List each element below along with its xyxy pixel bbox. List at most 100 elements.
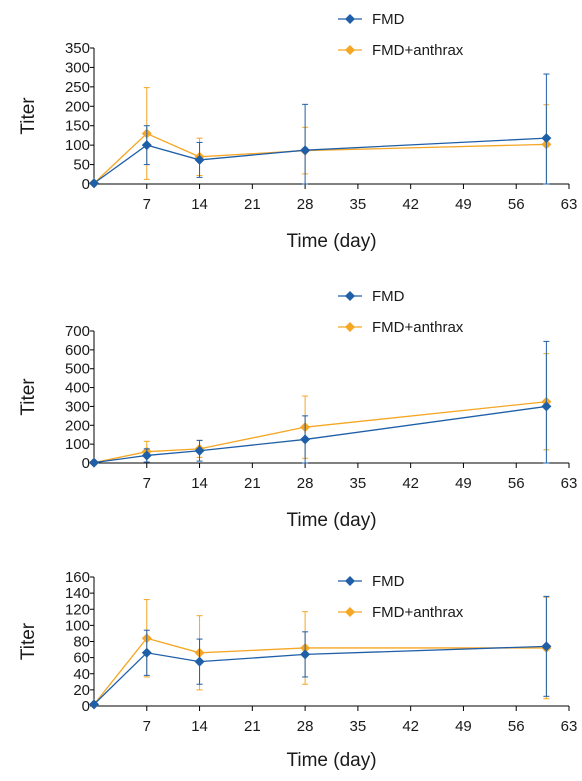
x-axis-title: Time (day) — [286, 231, 376, 252]
x-tick-label: 7 — [143, 196, 151, 213]
y-axis-title: Titer — [18, 97, 39, 135]
legend-item-fmd: FMD — [338, 573, 405, 590]
legend-item-fmd: FMD — [338, 288, 405, 305]
series-line — [93, 645, 547, 705]
legend-label: FMD+anthrax — [372, 604, 464, 621]
data-point — [89, 699, 99, 710]
y-tick-label: 0 — [82, 455, 90, 472]
y-tick-label: 100 — [65, 617, 90, 634]
x-tick-label: 21 — [244, 475, 261, 492]
legend-label: FMD — [372, 573, 405, 590]
y-axis-title: Titer — [18, 622, 39, 660]
x-axis-title: Time (day) — [286, 750, 376, 771]
legend-label: FMD+anthrax — [372, 319, 464, 336]
x-tick-label: 56 — [508, 475, 525, 492]
data-point — [300, 434, 311, 445]
y-tick-label: 150 — [65, 118, 90, 135]
y-tick-label: 80 — [73, 634, 90, 651]
y-tick-label: 700 — [65, 323, 90, 340]
x-tick-label: 28 — [297, 475, 314, 492]
y-tick-label: 200 — [65, 98, 90, 115]
x-tick-label: 21 — [244, 718, 261, 735]
x-tick-label: 42 — [402, 196, 419, 213]
y-tick-label: 300 — [65, 59, 90, 76]
legend-label: FMD — [372, 11, 405, 28]
x-axis-title: Time (day) — [286, 510, 376, 531]
x-tick-label: 49 — [455, 475, 472, 492]
data-point — [541, 641, 552, 652]
legend-marker — [345, 45, 355, 55]
data-point — [541, 401, 552, 412]
x-tick-label: 49 — [455, 196, 472, 213]
x-tick-label: 21 — [244, 196, 261, 213]
y-tick-label: 20 — [73, 682, 90, 699]
legend-item-fmd: FMD — [338, 11, 405, 28]
x-tick-label: 28 — [297, 196, 314, 213]
legend-label: FMD+anthrax — [372, 42, 464, 59]
y-tick-label: 40 — [73, 666, 90, 683]
data-point — [300, 649, 311, 660]
y-tick-label: 0 — [82, 176, 90, 193]
data-point — [141, 647, 152, 658]
y-tick-label: 300 — [65, 398, 90, 415]
data-point — [194, 445, 205, 456]
x-tick-label: 56 — [508, 718, 525, 735]
y-tick-label: 600 — [65, 342, 90, 359]
series-fmd-anthrax — [89, 353, 552, 468]
series-fmd — [89, 73, 552, 189]
legend-marker — [345, 291, 355, 301]
data-point — [89, 457, 99, 468]
x-tick-label: 35 — [350, 718, 367, 735]
data-point — [194, 656, 205, 667]
x-tick-label: 49 — [455, 718, 472, 735]
x-tick-label: 14 — [191, 718, 208, 735]
y-tick-label: 100 — [65, 436, 90, 453]
series-line — [93, 405, 547, 464]
y-tick-label: 140 — [65, 585, 90, 602]
x-tick-label: 7 — [143, 475, 151, 492]
x-tick-label: 42 — [402, 718, 419, 735]
legend-item-fmd-anthrax: FMD+anthrax — [338, 604, 464, 621]
data-point — [194, 154, 205, 165]
y-tick-label: 50 — [73, 157, 90, 174]
y-tick-label: 60 — [73, 650, 90, 667]
x-tick-label: 63 — [561, 196, 578, 213]
x-tick-label: 35 — [350, 196, 367, 213]
legend-marker — [345, 14, 355, 24]
x-tick-label: 63 — [561, 718, 578, 735]
legend-item-fmd-anthrax: FMD+anthrax — [338, 319, 464, 336]
y-tick-label: 0 — [82, 698, 90, 715]
legend-marker — [345, 576, 355, 586]
series-line — [93, 137, 547, 184]
x-tick-label: 35 — [350, 475, 367, 492]
y-tick-label: 120 — [65, 601, 90, 618]
x-tick-label: 28 — [297, 718, 314, 735]
y-tick-label: 100 — [65, 137, 90, 154]
legend-marker — [345, 607, 355, 617]
data-point — [141, 140, 152, 151]
legend-label: FMD — [372, 288, 405, 305]
y-tick-label: 350 — [65, 40, 90, 57]
x-tick-label: 63 — [561, 475, 578, 492]
y-tick-label: 250 — [65, 79, 90, 96]
data-point — [541, 133, 552, 144]
chart-panel-1: 0 50 100 150 200 250 300 350 7 14 21 28 35 42 49 56 63 Ti… — [18, 11, 577, 252]
y-tick-label: 200 — [65, 417, 90, 434]
data-point — [141, 450, 152, 461]
series-fmd-anthrax — [89, 87, 552, 189]
x-tick-label: 14 — [191, 196, 208, 213]
x-tick-label: 42 — [402, 475, 419, 492]
legend-item-fmd-anthrax: FMD+anthrax — [338, 42, 464, 59]
series-fmd — [89, 595, 552, 710]
legend-marker — [345, 322, 355, 332]
y-tick-label: 400 — [65, 380, 90, 397]
y-axis-title: Titer — [18, 378, 39, 416]
y-tick-label: 160 — [65, 569, 90, 586]
x-tick-label: 56 — [508, 196, 525, 213]
data-point — [300, 145, 311, 156]
x-tick-label: 14 — [191, 475, 208, 492]
